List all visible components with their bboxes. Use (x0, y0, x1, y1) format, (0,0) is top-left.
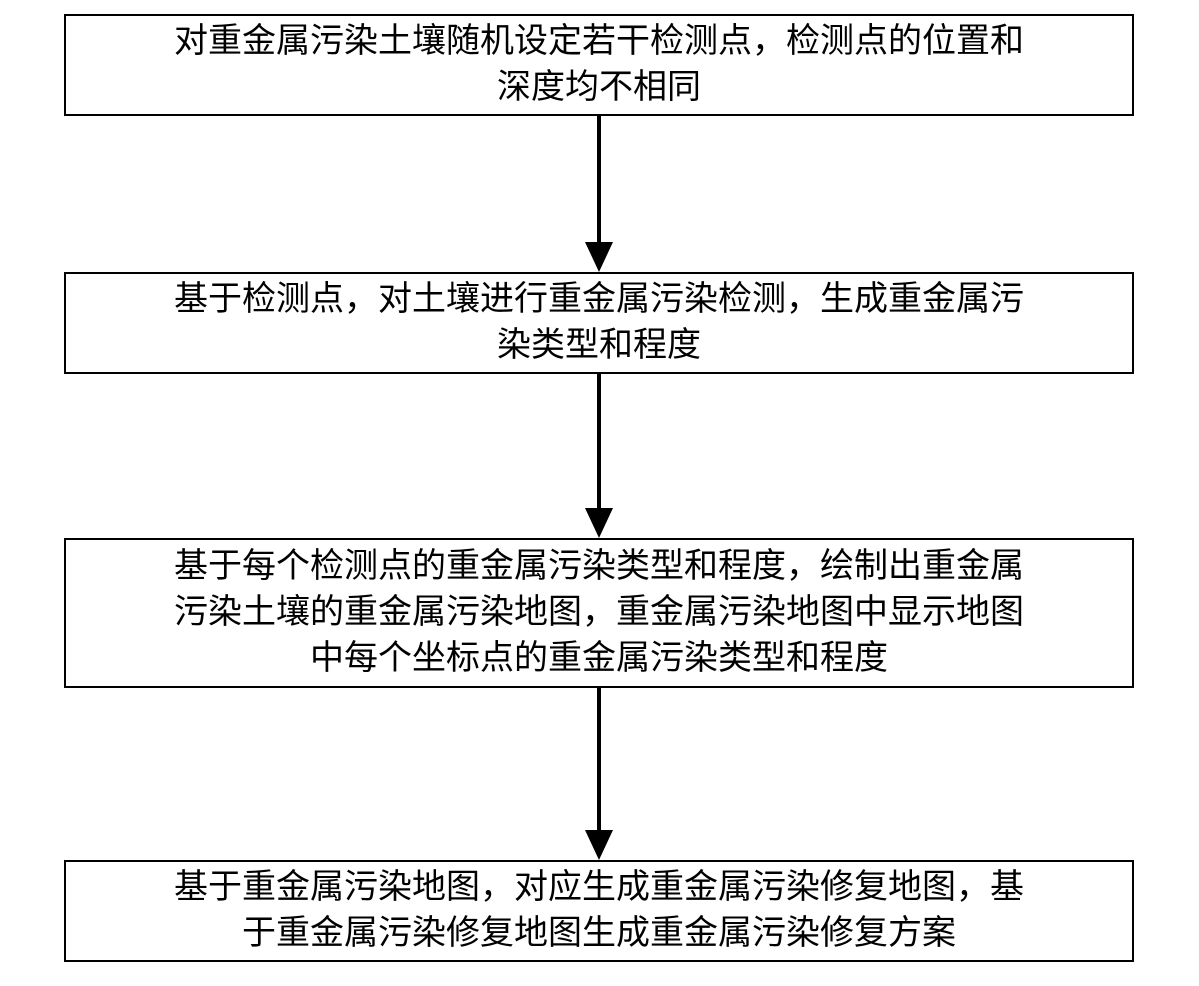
flow-node-3-text: 基于每个检测点的重金属污染类型和程度，绘制出重金属 污染土壤的重金属污染地图，重… (174, 544, 1024, 682)
flow-node-3: 基于每个检测点的重金属污染类型和程度，绘制出重金属 污染土壤的重金属污染地图，重… (64, 538, 1134, 688)
flow-node-2: 基于检测点，对土壤进行重金属污染检测，生成重金属污 染类型和程度 (64, 272, 1134, 374)
flow-arrow-1 (579, 116, 619, 272)
flow-node-1: 对重金属污染土壤随机设定若干检测点，检测点的位置和 深度均不相同 (64, 14, 1134, 116)
flow-node-1-text: 对重金属污染土壤随机设定若干检测点，检测点的位置和 深度均不相同 (174, 19, 1024, 111)
flowchart-canvas: 对重金属污染土壤随机设定若干检测点，检测点的位置和 深度均不相同 基于检测点，对… (0, 0, 1199, 986)
flow-node-4: 基于重金属污染地图，对应生成重金属污染修复地图，基 于重金属污染修复地图生成重金… (64, 860, 1134, 962)
flow-node-4-text: 基于重金属污染地图，对应生成重金属污染修复地图，基 于重金属污染修复地图生成重金… (174, 865, 1024, 957)
flow-arrow-2 (579, 374, 619, 538)
flow-arrow-3 (579, 688, 619, 860)
flow-node-2-text: 基于检测点，对土壤进行重金属污染检测，生成重金属污 染类型和程度 (174, 277, 1024, 369)
